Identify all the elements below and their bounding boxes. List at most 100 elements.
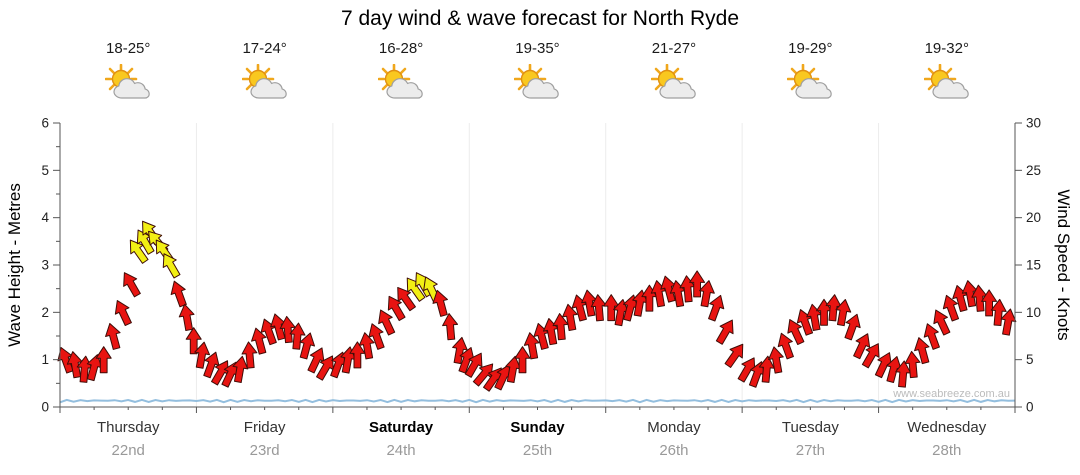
sun-behind-cloud-icon	[923, 63, 970, 107]
watermark: www.seabreeze.com.au	[893, 388, 1010, 400]
wind-arrow	[105, 322, 121, 350]
right-tick-label: 0	[1026, 400, 1034, 415]
left-tick-label: 2	[41, 305, 49, 320]
day-column-thursday: 18-25° Thursday 22nd	[60, 0, 196, 475]
wind-arrow	[185, 327, 202, 355]
wind-arrow	[349, 341, 366, 369]
sun-behind-cloud-icon	[377, 63, 424, 107]
wind-arrow	[452, 336, 468, 365]
wind-arrow	[768, 346, 784, 374]
wind-arrow	[853, 333, 871, 360]
day-date: 27th	[795, 442, 825, 459]
right-tick-label: 10	[1026, 305, 1041, 320]
day-column-monday: 21-27° Monday 26th	[606, 0, 742, 475]
wind-arrow	[942, 294, 960, 322]
day-date: 22nd	[111, 442, 145, 459]
wind-arrow	[114, 300, 132, 327]
wind-arrow	[844, 313, 861, 341]
wind-arrow	[432, 289, 448, 317]
left-tick-label: 0	[41, 400, 49, 415]
left-tick-label: 6	[41, 116, 49, 131]
page-title: 7 day wind & wave forecast for North Ryd…	[340, 7, 739, 30]
day-name: Monday	[647, 419, 701, 436]
wind-arrow	[123, 272, 141, 298]
wind-arrow	[923, 323, 940, 350]
day-date: 24th	[386, 442, 416, 459]
sun-behind-cloud-icon	[241, 63, 288, 107]
wind-arrow	[787, 319, 805, 346]
wind-arrow	[232, 355, 249, 383]
wind-arrow	[95, 346, 112, 374]
temp-range: 16-28°	[378, 40, 424, 57]
wind-arrow	[904, 350, 921, 379]
wind-arrow	[777, 332, 794, 360]
wind-arrow	[715, 319, 734, 345]
wind-arrow	[990, 298, 1007, 327]
wind-arrow	[162, 253, 181, 279]
wind-arrow	[861, 343, 880, 369]
wind-arrow	[358, 332, 375, 360]
temp-range: 19-32°	[924, 40, 969, 57]
wind-arrow	[279, 315, 296, 344]
day-column-saturday: 16-28° Saturday 24th	[333, 0, 469, 475]
wind-arrow	[170, 280, 187, 308]
sun-behind-cloud-icon	[104, 63, 151, 107]
day-date: 26th	[659, 442, 689, 459]
wind-arrow	[378, 309, 396, 336]
wind-arrow	[699, 280, 715, 308]
day-name: Saturday	[368, 419, 434, 436]
day-date: 25th	[522, 442, 553, 459]
wind-arrow	[397, 286, 416, 312]
wind-arrow	[981, 289, 998, 317]
wind-arrow	[914, 337, 930, 365]
left-tick-label: 3	[41, 258, 49, 273]
wind-arrow	[552, 313, 569, 341]
wind-arrow	[442, 313, 459, 341]
day-column-wednesday: 19-32° Wednesday 28th	[879, 0, 1015, 475]
temp-range: 19-35°	[515, 40, 560, 57]
wind-arrow	[299, 332, 316, 360]
wind-arrow	[129, 239, 149, 264]
day-column-tuesday: 19-29° Tuesday 27th	[742, 0, 878, 475]
wind-arrow	[562, 303, 578, 331]
sun-behind-cloud-icon	[650, 63, 697, 107]
day-date: 23rd	[249, 442, 280, 459]
wind-arrow	[523, 332, 540, 360]
right-tick-label: 20	[1026, 210, 1041, 225]
right-tick-label: 30	[1026, 116, 1041, 131]
day-name: Tuesday	[781, 419, 839, 436]
wind-arrow	[241, 341, 258, 369]
temp-range: 21-27°	[651, 40, 697, 57]
wind-arrow	[758, 355, 775, 383]
temp-range: 18-25°	[106, 40, 151, 57]
wind-arrow	[251, 327, 267, 355]
right-tick-label: 25	[1026, 163, 1041, 178]
temp-range: 17-24°	[242, 40, 287, 57]
wind-arrow	[387, 295, 406, 322]
right-tick-label: 15	[1026, 258, 1041, 273]
wind-arrow	[724, 343, 744, 368]
wave-height-line	[59, 398, 1016, 404]
wind-arrow	[464, 352, 483, 378]
day-name: Thursday	[96, 419, 160, 436]
day-name: Sunday	[510, 419, 565, 436]
left-tick-label: 1	[41, 352, 49, 367]
temp-range: 19-29°	[788, 40, 833, 57]
wind-arrow	[514, 346, 531, 374]
wind-arrow	[708, 294, 725, 322]
wind-arrow	[178, 303, 195, 331]
day-date: 28th	[932, 442, 962, 459]
day-name: Friday	[243, 419, 286, 436]
left-tick-label: 5	[41, 163, 49, 178]
day-column-sunday: 19-35° Sunday 25th	[469, 0, 605, 475]
wind-arrow	[368, 323, 385, 350]
left-tick-label: 4	[41, 210, 49, 225]
wind-arrow	[689, 270, 706, 298]
wind-arrow	[835, 298, 852, 327]
wind-arrow	[194, 341, 211, 369]
day-column-friday: 17-24° Friday 23rd	[196, 0, 332, 475]
wind-arrow	[289, 322, 306, 350]
day-name: Wednesday	[907, 419, 987, 436]
